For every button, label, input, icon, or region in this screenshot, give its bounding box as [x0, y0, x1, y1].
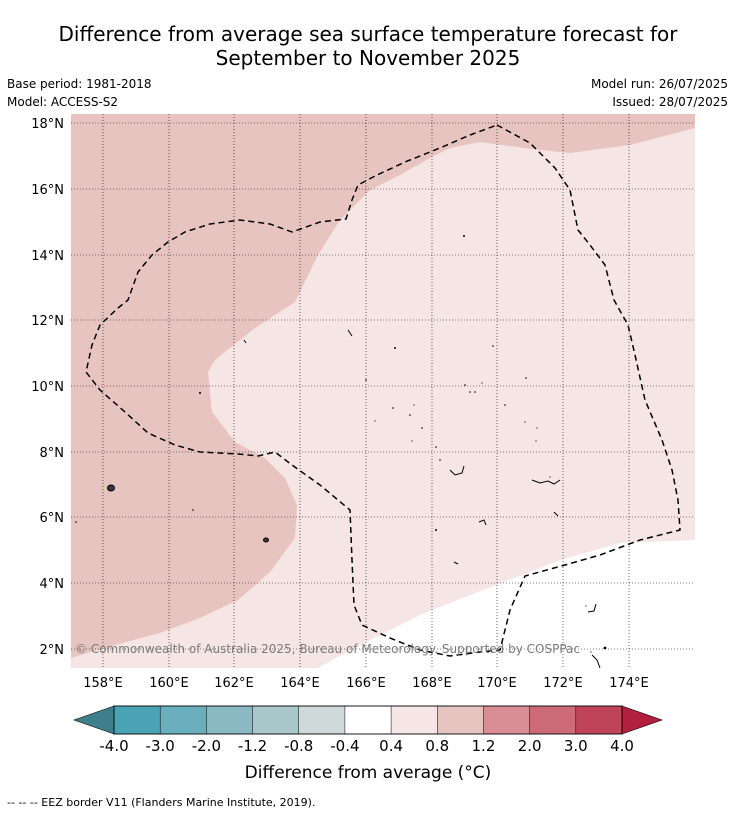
- lon-label: 166°E: [346, 676, 386, 691]
- colorbar-tick-label: 4.0: [610, 737, 634, 755]
- colorbar-tick-label: -0.4: [330, 737, 359, 755]
- lat-label: 18°N: [31, 117, 64, 132]
- lat-label: 12°N: [31, 314, 64, 329]
- lon-label: 168°E: [412, 676, 452, 691]
- lon-label: 174°E: [609, 676, 649, 691]
- colorbar-tick-label: -3.0: [146, 737, 175, 755]
- meta-left: Base period: 1981-2018 Model: ACCESS-S2: [7, 75, 152, 111]
- colorbar-tick-label: 3.0: [564, 737, 588, 755]
- colorbar-segment: [344, 705, 392, 735]
- colorbar-over-arrow: [621, 705, 663, 735]
- colorbar-segment: [298, 705, 346, 735]
- anomaly-band-0.8-1.2: [71, 114, 695, 658]
- chart-title: Difference from average sea surface temp…: [0, 22, 736, 70]
- title-line-1: Difference from average sea surface temp…: [58, 22, 678, 46]
- lon-label: 170°E: [477, 676, 517, 691]
- colorbar-segments: [113, 705, 623, 735]
- colorbar-tick-label: 1.2: [472, 737, 496, 755]
- lon-label: 158°E: [83, 676, 123, 691]
- lat-label: 14°N: [31, 249, 64, 264]
- colorbar-segment: [113, 705, 161, 735]
- colorbar-tick-label: -1.2: [238, 737, 267, 755]
- colorbar-segment: [529, 705, 577, 735]
- lat-label: 8°N: [40, 446, 65, 461]
- map-plot-area: © Commonwealth of Australia 2025, Bureau…: [71, 114, 695, 668]
- colorbar-tick-label: 0.4: [379, 737, 403, 755]
- lon-label: 160°E: [149, 676, 189, 691]
- model-name: Model: ACCESS-S2: [7, 95, 119, 109]
- island-dots: [75, 235, 607, 653]
- colorbar-frame: [113, 705, 623, 735]
- gridlines: [71, 114, 695, 668]
- title-line-2: September to November 2025: [215, 46, 521, 70]
- meta-right: Model run: 26/07/2025 Issued: 28/07/2025: [591, 75, 728, 111]
- lat-label: 6°N: [40, 511, 65, 526]
- lat-tick-labels: 18°N 16°N 14°N 12°N 10°N 8°N 6°N 4°N 2°N: [31, 117, 64, 658]
- colorbar-tick-label: -2.0: [192, 737, 221, 755]
- footnote: -- -- -- EEZ border V11 (Flanders Marine…: [7, 796, 316, 809]
- colorbar-segment: [437, 705, 485, 735]
- lat-label: 2°N: [40, 643, 65, 658]
- islands: [107, 329, 601, 668]
- issued-date: Issued: 28/07/2025: [612, 95, 728, 109]
- lon-label: 164°E: [280, 676, 320, 691]
- colorbar-tick-label: 0.8: [425, 737, 449, 755]
- copyright-text: © Commonwealth of Australia 2025, Bureau…: [75, 642, 580, 656]
- colorbar-tick-label: 2.0: [518, 737, 542, 755]
- colorbar-segment: [575, 705, 623, 735]
- colorbar-under-arrow: [73, 705, 115, 735]
- colorbar-label: Difference from average (°C): [244, 763, 492, 783]
- lat-label: 10°N: [31, 380, 64, 395]
- colorbar-tick-label: -4.0: [99, 737, 128, 755]
- colorbar-segment: [159, 705, 208, 735]
- colorbar-segment: [206, 705, 254, 735]
- lat-label: 16°N: [31, 183, 64, 198]
- colorbar-tick-label: -0.8: [284, 737, 313, 755]
- lon-label: 162°E: [214, 676, 254, 691]
- lon-tick-labels: 158°E 160°E 162°E 164°E 166°E 168°E 170°…: [83, 676, 649, 691]
- colorbar-tick-labels: -4.0 -3.0 -2.0 -1.2 -0.8 -0.4 0.4 0.8 1.2 2.0 3.0 4…: [99, 737, 634, 755]
- colorbar-segment: [390, 705, 439, 735]
- colorbar-segment: [252, 705, 300, 735]
- eez-border: [85, 124, 681, 657]
- base-period: Base period: 1981-2018: [7, 77, 152, 91]
- model-run: Model run: 26/07/2025: [590, 77, 728, 91]
- colorbar-segment: [483, 705, 531, 735]
- lat-label: 4°N: [40, 577, 65, 592]
- colorbar: -4.0 -3.0 -2.0 -1.2 -0.8 -0.4 0.4 0.8 1.2 2.0 3.0 4…: [73, 705, 663, 755]
- lon-label: 172°E: [543, 676, 583, 691]
